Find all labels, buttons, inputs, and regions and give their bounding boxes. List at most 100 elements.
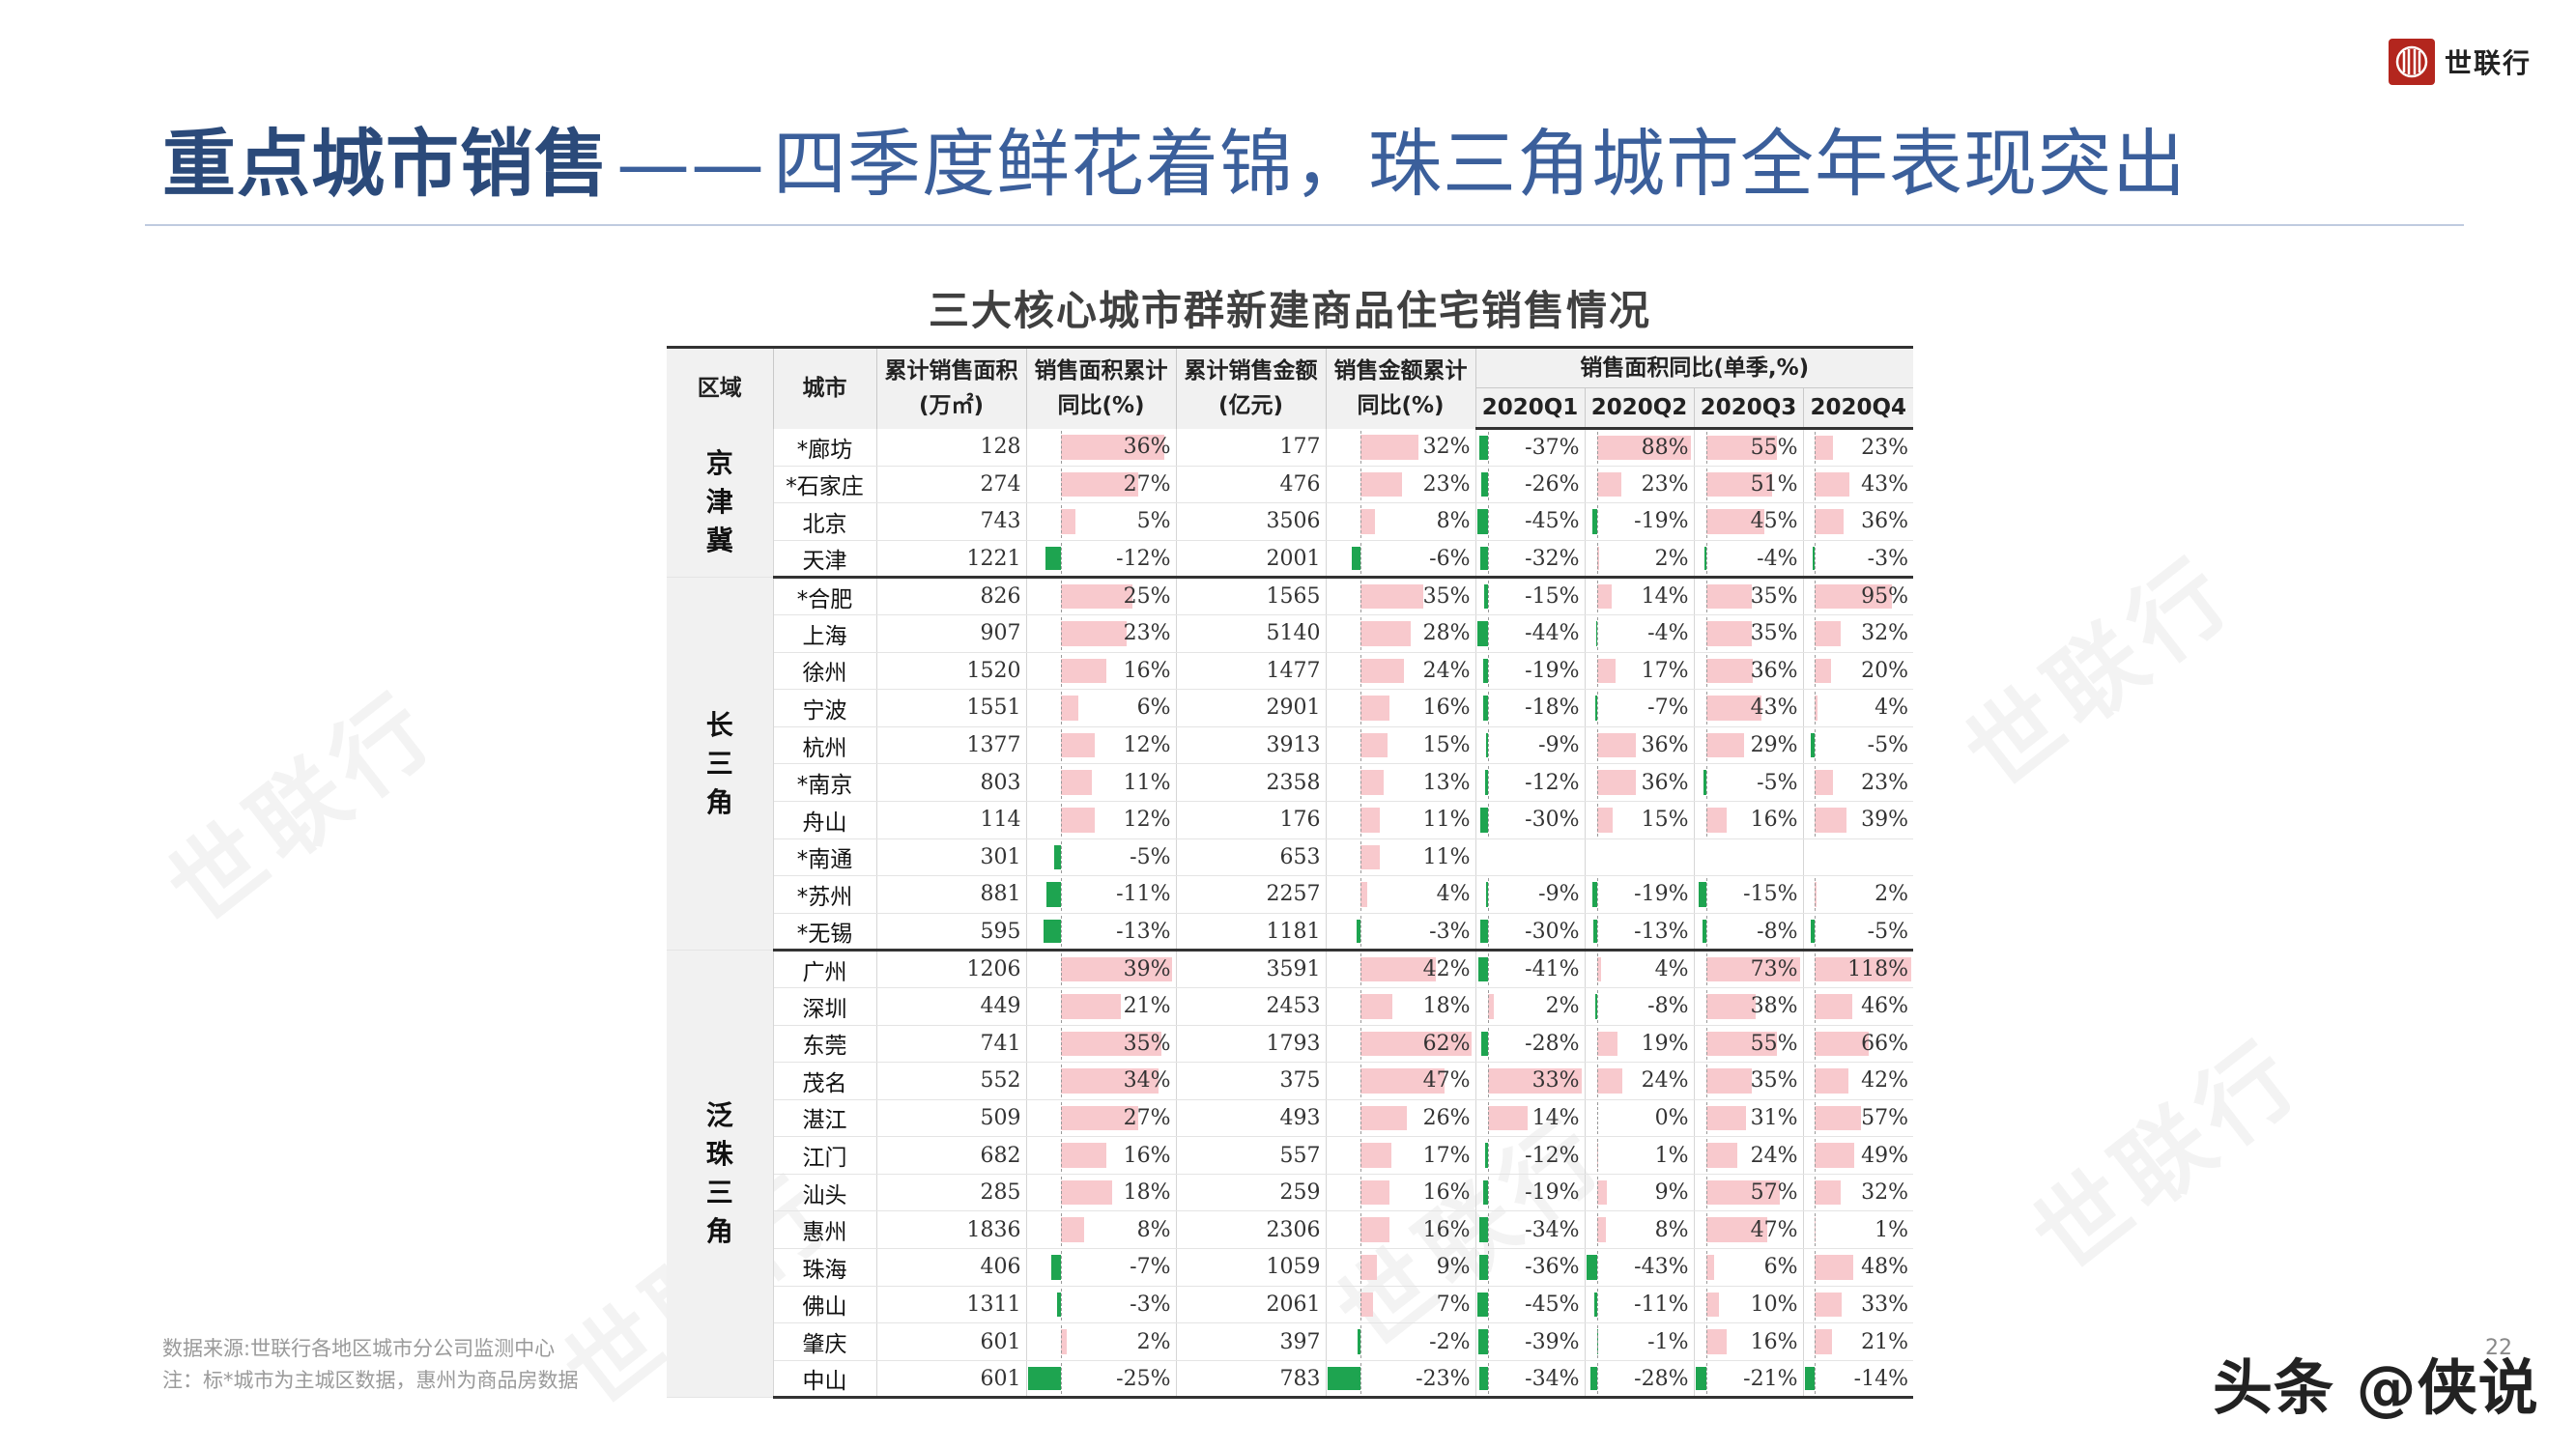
bar-cell: 33% <box>1475 1062 1586 1100</box>
bar-value: -12% <box>1116 546 1171 571</box>
bar-value: 27% <box>1123 1105 1171 1130</box>
bar-axis <box>1360 1362 1361 1395</box>
bar-cell: 16% <box>1694 801 1804 839</box>
bar-axis <box>1060 692 1062 724</box>
table-row: 深圳 449 21% 2453 18% 2% -8% 38% 46% <box>667 987 1913 1026</box>
bar-value: -19% <box>1525 1180 1580 1206</box>
positive-bar <box>1596 584 1613 609</box>
city-cell: 汕头 <box>773 1174 877 1212</box>
bar-cell <box>1475 838 1586 877</box>
bar-cell: 42% <box>1803 1062 1913 1100</box>
bar-value: 14% <box>1641 584 1689 610</box>
bar-cell: 9% <box>1585 1174 1695 1212</box>
bar-cell: 21% <box>1803 1322 1913 1361</box>
bar-value: -3% <box>1429 919 1471 944</box>
bar-cell: 0% <box>1585 1099 1695 1138</box>
bar-cell: 45% <box>1694 502 1804 541</box>
bar-cell: 6% <box>1694 1248 1804 1287</box>
positive-bar <box>1060 584 1132 609</box>
positive-bar <box>1360 1217 1389 1243</box>
value-cell: 177 <box>1176 428 1327 467</box>
bar-axis <box>1814 1139 1816 1172</box>
bar-value: 36% <box>1123 435 1171 460</box>
city-cell: *南京 <box>773 763 877 802</box>
positive-bar <box>1360 882 1368 907</box>
bar-cell: 2% <box>1475 987 1586 1026</box>
positive-bar <box>1814 1105 1862 1131</box>
bar-value: 35% <box>1750 584 1798 610</box>
bar-value: 24% <box>1422 658 1471 683</box>
bar-value: -25% <box>1116 1366 1171 1391</box>
bar-value: -41% <box>1525 957 1580 982</box>
bar-cell: -45% <box>1475 1286 1586 1324</box>
bar-cell: 15% <box>1326 726 1476 765</box>
bar-value: 2% <box>1136 1329 1171 1354</box>
bar-value: -14% <box>1853 1366 1908 1391</box>
bar-cell: -13% <box>1585 913 1695 952</box>
bar-value: 8% <box>1436 509 1471 534</box>
positive-bar <box>1814 1329 1832 1354</box>
city-cell: 佛山 <box>773 1286 877 1324</box>
bar-cell: 16% <box>1326 1174 1476 1212</box>
bar-cell: 23% <box>1026 614 1177 653</box>
bar-value: 11% <box>1422 844 1471 869</box>
bar-axis <box>1360 616 1361 650</box>
bar-cell: 31% <box>1694 1099 1804 1138</box>
bar-value: 36% <box>1861 509 1908 534</box>
positive-bar <box>1360 620 1412 646</box>
positive-bar <box>1060 957 1173 981</box>
bar-value: -45% <box>1525 509 1580 534</box>
bar-value: 42% <box>1422 957 1471 982</box>
table-row: 惠州 1836 8% 2306 16% -34% 8% 47% 1% <box>667 1210 1913 1250</box>
bar-axis <box>1596 1176 1598 1209</box>
positive-bar <box>1814 993 1852 1019</box>
positive-bar <box>1060 509 1075 534</box>
bar-value: 20% <box>1861 658 1908 683</box>
table-row: 江门 682 16% 557 17% -12% 1% 24% 49% <box>667 1136 1913 1175</box>
table-row: 中山 601 -25% 783 -23% -34% -28% -21% -14% <box>667 1360 1913 1400</box>
bar-cell: 2% <box>1026 1322 1177 1361</box>
positive-bar <box>1705 1255 1714 1280</box>
city-cell: *苏州 <box>773 875 877 914</box>
bar-axis <box>1060 1362 1062 1395</box>
city-cell: 江门 <box>773 1136 877 1175</box>
bar-cell: -34% <box>1475 1360 1586 1400</box>
value-cell: 1477 <box>1176 652 1327 691</box>
value-cell: 274 <box>876 466 1027 504</box>
bar-axis <box>1487 915 1489 948</box>
bar-axis <box>1596 1362 1598 1395</box>
bar-value: 4% <box>1436 882 1471 907</box>
bar-value: -7% <box>1647 696 1689 721</box>
positive-bar <box>1814 436 1834 460</box>
value-cell: 2453 <box>1176 987 1327 1026</box>
bar-axis <box>1360 692 1361 724</box>
bar-value: -28% <box>1525 1031 1580 1056</box>
value-cell: 2061 <box>1176 1286 1327 1324</box>
bar-cell: 95% <box>1803 577 1913 615</box>
bar-value: 32% <box>1422 435 1471 460</box>
positive-bar <box>1360 1255 1377 1280</box>
negative-bar <box>1703 546 1706 571</box>
negative-bar <box>1594 993 1597 1019</box>
bar-cell: 16% <box>1026 1136 1177 1175</box>
bar-cell: 36% <box>1803 502 1913 541</box>
bar-value: 21% <box>1861 1329 1908 1354</box>
bar-value: -2% <box>1429 1329 1471 1354</box>
bar-cell: 4% <box>1585 950 1695 988</box>
city-cell: 北京 <box>773 502 877 541</box>
bar-axis <box>1360 581 1361 612</box>
bar-cell: 16% <box>1694 1322 1804 1361</box>
bar-cell: 23% <box>1326 466 1476 504</box>
bar-cell: -12% <box>1475 763 1586 802</box>
bar-axis <box>1060 654 1062 688</box>
value-cell: 1565 <box>1176 577 1327 615</box>
bar-cell: 5% <box>1026 502 1177 541</box>
table-row: *无锡 595 -13% 1181 -3% -30% -13% -8% -5% <box>667 913 1913 952</box>
positive-bar <box>1060 434 1164 460</box>
value-cell: 601 <box>876 1360 1027 1400</box>
bar-cell: 48% <box>1803 1248 1913 1287</box>
bar-cell: 16% <box>1326 1210 1476 1250</box>
bar-axis <box>1360 1288 1361 1321</box>
negative-bar <box>1480 919 1488 944</box>
bar-cell: 7% <box>1326 1286 1476 1324</box>
